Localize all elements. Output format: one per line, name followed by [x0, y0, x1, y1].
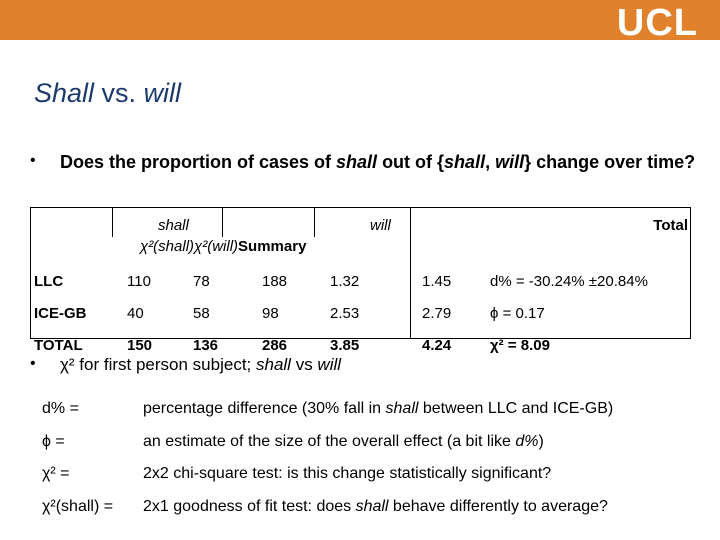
cell: 58	[193, 305, 210, 322]
text: shall	[158, 217, 189, 234]
cell: d% = -30.24% ±20.84%	[490, 273, 648, 290]
text: behave differently to average?	[388, 498, 608, 515]
header-cell: shall	[158, 217, 189, 234]
title-part: will	[143, 78, 182, 108]
text: χ²(shall)	[140, 238, 195, 255]
cell: 3.85	[330, 337, 360, 354]
text: vs	[290, 355, 318, 374]
cell: 2.53	[330, 305, 360, 322]
text: will	[317, 355, 342, 374]
definition-term: χ² =	[42, 465, 70, 482]
definition-text: an estimate of the size of the overall e…	[143, 433, 544, 451]
table-border	[222, 207, 223, 237]
cell: 136	[193, 337, 219, 354]
cell: 98	[262, 305, 279, 322]
row-label: TOTAL	[34, 337, 83, 354]
title-part: vs.	[94, 78, 144, 108]
text: percentage difference (30% fall in	[143, 400, 386, 417]
slide-title: Shall vs. will	[34, 78, 181, 109]
cell: 1.45	[422, 273, 452, 290]
text: out of {	[377, 152, 445, 172]
text: shall	[336, 152, 378, 172]
table-border	[410, 207, 411, 339]
definition-term: χ²(shall) =	[42, 498, 114, 515]
header-cell: will	[370, 217, 391, 234]
text: will	[495, 152, 525, 172]
cell: ϕ = 0.17	[490, 305, 545, 322]
cell: χ² = 8.09	[490, 337, 550, 354]
cell: 2.79	[422, 305, 452, 322]
definition-text: 2x2 chi-square test: is this change stat…	[143, 465, 551, 483]
table-border	[30, 207, 31, 339]
text: } change over time?	[524, 152, 696, 172]
header-bar	[0, 0, 720, 40]
text: shall	[355, 498, 389, 515]
logo: UCL	[616, 2, 698, 44]
text: )	[538, 433, 544, 450]
header-cell: Total	[653, 217, 688, 234]
definition-text: 2x1 goodness of fit test: does shall beh…	[143, 498, 608, 516]
definition-term: ϕ =	[42, 433, 65, 450]
text: shall	[256, 355, 291, 374]
cell: 4.24	[422, 337, 452, 354]
cell: 1.32	[330, 273, 360, 290]
header-cell: χ²(shall)χ²(will)Summary	[140, 238, 306, 255]
table-border	[314, 207, 315, 237]
bullet-dot: •	[30, 152, 36, 169]
text: Summary	[238, 238, 307, 255]
table-border	[30, 338, 691, 339]
row-label: ICE-GB	[34, 305, 87, 322]
text: d%	[515, 433, 539, 450]
text: between LLC and ICE-GB)	[418, 400, 614, 417]
cell: 188	[262, 273, 288, 290]
bullet: Does the proportion of cases of shall ou…	[60, 150, 700, 174]
cell: 150	[127, 337, 153, 354]
cell: 110	[127, 273, 151, 290]
cell: 40	[127, 305, 144, 322]
text: χ² for first person subject;	[60, 355, 256, 374]
definition-term: d% =	[42, 400, 79, 417]
cell: 286	[262, 337, 288, 354]
text: 2x1 goodness of fit test: does	[143, 498, 356, 515]
text: 2x2 chi-square test: is this change stat…	[143, 465, 552, 482]
cell: 78	[193, 273, 210, 290]
definition-text: percentage difference (30% fall in shall…	[143, 400, 613, 418]
bullet: χ² for first person subject; shall vs wi…	[60, 355, 341, 375]
bullet-dot: •	[30, 355, 36, 372]
table-border	[690, 207, 691, 339]
text: an estimate of the size of the overall e…	[143, 433, 516, 450]
table-border	[30, 207, 691, 208]
text: shall	[385, 400, 419, 417]
text: ,	[485, 152, 496, 172]
row-label: LLC	[34, 273, 64, 290]
text: will	[370, 217, 391, 234]
text: χ²(will)	[194, 238, 239, 255]
table-border	[112, 207, 113, 237]
text: shall	[444, 152, 486, 172]
title-part: Shall	[34, 78, 95, 108]
text: Does the proportion of cases of	[60, 152, 337, 172]
